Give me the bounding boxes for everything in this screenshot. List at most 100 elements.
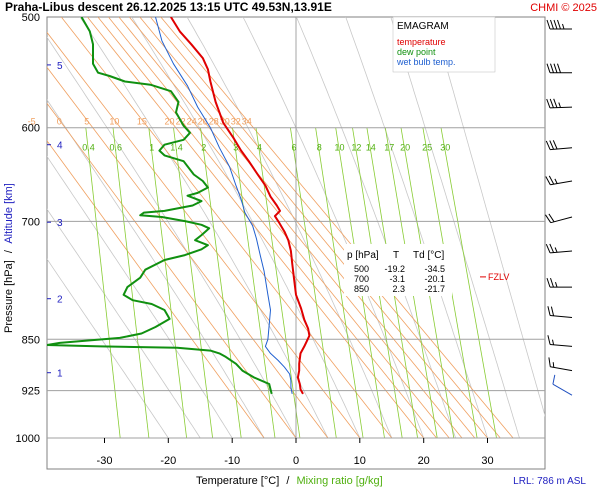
table-header-p: p [hPa] (347, 250, 379, 261)
mixing-ratio-label: 1 (149, 143, 154, 153)
profile-series (47, 17, 311, 395)
wind-barb-feather (545, 243, 551, 254)
wind-barb-feather (546, 98, 551, 109)
wind-barb-shaft (550, 180, 573, 186)
mixing-ratio-line (315, 127, 364, 439)
wind-barb-half-feather (562, 23, 565, 30)
table-row-700-p: 700 (354, 274, 369, 284)
mixing-ratio-line (290, 127, 337, 439)
wind-barb-feather (550, 19, 554, 30)
mixing-ratio-label: 8 (317, 143, 322, 153)
x-axis-label: Temperature [°C] / Mixing ratio [g/kg] (196, 475, 383, 487)
dry-adiabat-label: 32 (231, 117, 241, 127)
table-header-t: T (393, 250, 399, 261)
dry-adiabat (160, 17, 514, 439)
dry-adiabat (128, 17, 476, 439)
wind-barb-feather (553, 63, 558, 73)
wind-barb-feather (549, 98, 554, 108)
wind-barb-half-feather (554, 178, 558, 184)
mixing-ratio-line (200, 127, 242, 439)
altitude-tick-label: 2 (57, 295, 63, 306)
wind-barb (552, 374, 573, 396)
wind-barb-shaft (550, 344, 573, 347)
dry-adiabat (60, 17, 393, 439)
wind-barb-feather (545, 140, 551, 150)
dew-point-line (47, 17, 273, 395)
wind-barb-feather (553, 98, 558, 108)
wind-barb (548, 357, 573, 372)
wind-barb (545, 243, 573, 254)
moist-adiabat (47, 99, 265, 439)
mixing-ratio-label: 4 (257, 143, 262, 153)
mixing-ratio-label: 20 (400, 143, 410, 153)
wind-barb-feather (545, 176, 551, 186)
table-row-850-p: 850 (354, 284, 369, 294)
dry-adiabat (47, 140, 265, 439)
lrl-label: LRL: 786 m ASL (513, 476, 586, 487)
dry-adiabat (108, 17, 450, 439)
mixing-ratio-line (173, 127, 213, 439)
wind-barb-feather (546, 63, 551, 73)
wind-barb-feather (550, 277, 554, 288)
moist-adiabat (131, 17, 361, 439)
dry-adiabat (47, 31, 361, 439)
temperature-line (170, 17, 311, 395)
values-table: p [hPa] T Td [°C] 500 -19.2 -34.5 700 -3… (344, 244, 452, 296)
table-row-500-td: -34.5 (424, 264, 445, 274)
altitude-label: Altitude [km] (3, 183, 15, 244)
temperature-tick-label: -10 (224, 455, 240, 467)
mixing-ratio-label: 17 (384, 143, 394, 153)
wind-barb-half-feather (552, 339, 555, 345)
wind-barb (546, 98, 573, 109)
moist-adiabat (47, 258, 169, 439)
mixing-ratio-label: 30 (440, 143, 450, 153)
wind-barbs (545, 19, 573, 396)
wind-barb-shaft (550, 366, 573, 372)
moist-adiabat (47, 155, 233, 439)
mixing-ratio-label: 3 (233, 143, 238, 153)
wind-barb-feather (546, 277, 551, 288)
mixing-ratio-label: 25 (422, 143, 432, 153)
wind-barb-half-feather (552, 362, 555, 368)
legend-item-dew-point: dew point (397, 47, 436, 57)
dry-adiabat (47, 66, 329, 439)
legend-item-temperature: temperature (397, 37, 446, 47)
wind-barb-shaft (550, 147, 573, 151)
dry-adiabat (118, 17, 463, 439)
wind-barb-feather (548, 213, 555, 223)
mixing-ratio-axis-label: Mixing ratio [g/kg] (296, 475, 382, 487)
dry-adiabat (87, 17, 425, 439)
table-row-700-t: -3.1 (389, 274, 405, 284)
freezing-level-label: FZLV (488, 272, 509, 282)
wind-barb-feather (552, 374, 556, 385)
dry-adiabat-label: 20 (164, 117, 174, 127)
mixing-ratio-line (255, 127, 301, 439)
altitude-tick-label: 5 (57, 61, 63, 72)
pressure-tick-label: 925 (22, 386, 40, 398)
mixing-ratio-label: 12 (351, 143, 361, 153)
wind-barb-feather (547, 335, 551, 345)
wind-barb-half-feather (555, 281, 558, 288)
moist-adiabat (390, 17, 520, 439)
altitude-tick-label: 4 (57, 141, 63, 152)
table-row-850-t: 2.3 (392, 284, 405, 294)
moist-adiabat (47, 36, 297, 439)
dry-adiabat-label: 26 (198, 117, 208, 127)
pressure-tick-label: 1000 (16, 433, 40, 445)
legend-title: EMAGRAM (397, 21, 449, 32)
wind-barb-feather (547, 306, 551, 316)
temperature-tick-label: -30 (97, 455, 113, 467)
wind-barb-half-feather (558, 102, 561, 108)
legend-item-wet-bulb: wet bulb temp. (396, 57, 456, 67)
wind-barb (546, 277, 572, 288)
grid-line-labels: -5 0 5 10 15 20 22 24 26 28 30 32 340.4 0.6 1 1.4 2 3 4 6 8 1… (28, 117, 451, 153)
mixing-ratio-line (112, 127, 150, 439)
wind-barb-half-feather (554, 247, 558, 253)
mixing-ratio-label: 2 (201, 143, 206, 153)
pressure-tick-label: 500 (22, 12, 40, 24)
wet-bulb-line (155, 17, 293, 394)
temperature-tick-label: 10 (354, 455, 366, 467)
credit-text: CHMI © 2025 (530, 2, 597, 14)
moist-adiabat (79, 17, 329, 439)
mixing-ratio-line (148, 127, 187, 439)
